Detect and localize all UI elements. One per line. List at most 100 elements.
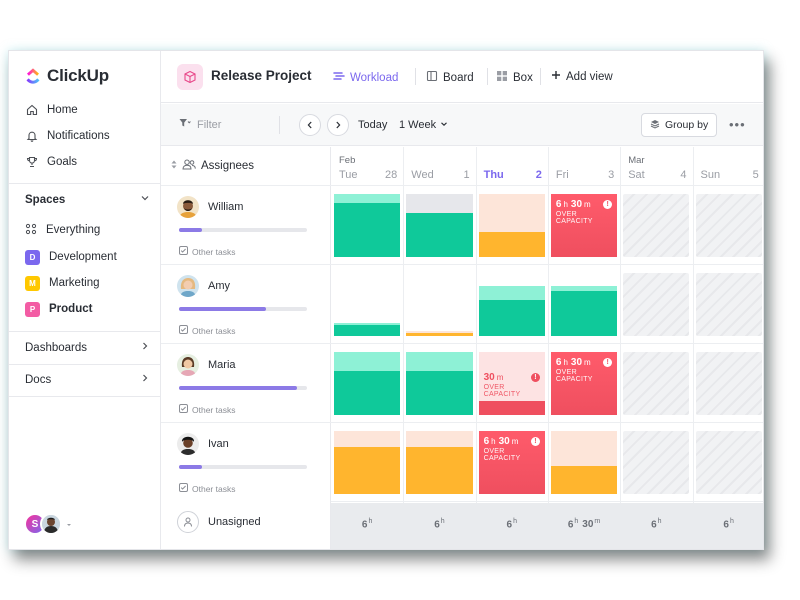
more-options-icon[interactable]: ••• <box>729 117 746 132</box>
other-tasks-link[interactable]: Other tasks <box>179 246 235 257</box>
workload-block[interactable]: 30 m! OVER CAPACITY <box>478 352 545 415</box>
spaces-header[interactable]: Spaces <box>25 193 150 206</box>
nav-notifications[interactable]: Notifications <box>25 127 110 145</box>
weekend-cell <box>695 273 762 336</box>
workload-block[interactable] <box>406 352 473 415</box>
space-marketing[interactable]: M Marketing <box>25 274 100 292</box>
warning-icon: ! <box>603 358 613 367</box>
nav-home-label: Home <box>47 104 78 116</box>
task-list-icon <box>179 325 188 336</box>
space-badge-marketing: M <box>25 275 40 291</box>
assignee-row-ivan[interactable]: Ivan Other tasks <box>161 422 331 501</box>
workload-block[interactable] <box>334 352 401 415</box>
total-unit: h <box>368 518 373 525</box>
clickup-logo[interactable]: ClickUp <box>25 66 109 86</box>
project-title[interactable]: Release Project <box>211 68 312 83</box>
amount-number: 6 <box>483 436 490 447</box>
workload-block[interactable] <box>406 330 473 336</box>
total-unit: m <box>594 518 601 525</box>
day-date: 28 <box>385 169 398 181</box>
assignee-row-william[interactable]: William Other tasks <box>161 185 331 264</box>
workload-fill <box>334 370 401 415</box>
over-capacity-label: 30 m! OVER CAPACITY <box>484 372 540 398</box>
space-everything[interactable]: Everything <box>25 221 100 239</box>
weekend-cell <box>695 194 762 257</box>
tab-board[interactable]: Board <box>426 70 474 85</box>
workload-block[interactable] <box>478 194 545 257</box>
dashboards-item[interactable]: Dashboards <box>25 341 150 354</box>
workload-fill <box>550 465 618 494</box>
docs-item[interactable]: Docs <box>25 373 150 386</box>
space-badge-development: D <box>25 249 40 265</box>
assignee-row-amy[interactable]: Amy Other tasks <box>161 264 331 343</box>
total-number: 6 <box>506 519 513 531</box>
avatar-william <box>177 196 199 218</box>
docs-label: Docs <box>25 373 52 386</box>
workload-block[interactable]: 6 h 30 m! OVER CAPACITY <box>550 352 618 415</box>
add-view-button[interactable]: Add view <box>551 70 613 83</box>
assignee-name: Ivan <box>208 438 229 450</box>
caret-down-icon <box>66 515 72 533</box>
column-divider <box>403 147 405 503</box>
assignees-header[interactable]: Assignees <box>171 159 254 173</box>
workload-fill <box>406 446 473 494</box>
day-total: 6h 30m <box>548 518 620 530</box>
workload-fill <box>406 370 473 415</box>
avatar-maria <box>177 354 199 376</box>
user-menu[interactable]: S <box>24 513 72 535</box>
workload-block[interactable] <box>334 431 401 494</box>
workload-block[interactable]: 6 h 30 m! OVER CAPACITY <box>478 431 545 494</box>
tab-box-label: Box <box>513 71 533 84</box>
teammate-avatar <box>40 513 62 535</box>
chevron-down-icon[interactable] <box>140 193 150 206</box>
workload-block[interactable] <box>550 285 618 336</box>
task-list-icon <box>179 246 188 257</box>
other-tasks-label: Other tasks <box>192 325 236 336</box>
day-header: Thu 2 <box>476 147 548 185</box>
next-week-button[interactable] <box>327 114 349 136</box>
amount-text: 6 h 30 m <box>556 199 591 210</box>
unassigned-row[interactable]: Unasigned <box>177 511 261 533</box>
over-capacity-text: OVER CAPACITY <box>555 211 593 225</box>
total-unit: h <box>574 518 579 525</box>
today-button[interactable]: Today <box>358 119 388 131</box>
nav-goals[interactable]: Goals <box>25 153 77 171</box>
sidebar: ClickUp Home Notifications Goals Spaces <box>9 51 161 549</box>
range-select[interactable]: 1 Week <box>399 119 448 131</box>
workload-block[interactable] <box>334 323 401 336</box>
tab-box[interactable]: Box <box>496 70 533 85</box>
assignee-name: William <box>208 201 244 213</box>
nav-home[interactable]: Home <box>25 101 78 119</box>
workload-block[interactable] <box>406 431 473 494</box>
workload-cap <box>334 323 401 326</box>
space-development[interactable]: D Development <box>25 248 117 266</box>
capacity-bar <box>179 465 307 469</box>
workload-block[interactable]: 6 h 30 m! OVER CAPACITY <box>550 194 618 257</box>
weekend-cell <box>623 352 690 415</box>
layers-icon <box>650 119 660 132</box>
space-product[interactable]: P Product <box>25 300 92 318</box>
workload-block[interactable] <box>478 285 545 336</box>
workload-fill <box>406 212 473 257</box>
chevron-left-icon <box>306 116 314 134</box>
workload-block[interactable] <box>550 431 618 494</box>
workload-fill <box>550 290 618 336</box>
amount-unit: h <box>491 437 496 446</box>
workload-block[interactable] <box>406 194 473 257</box>
total-unit: h <box>729 518 734 525</box>
amount-unit: m <box>511 437 519 446</box>
other-tasks-link[interactable]: Other tasks <box>179 404 235 415</box>
workload-block[interactable] <box>334 194 401 257</box>
group-by-button[interactable]: Group by <box>641 113 718 137</box>
nav-goals-label: Goals <box>47 156 78 168</box>
sidebar-divider <box>9 364 161 365</box>
assignee-row-maria[interactable]: Maria Other tasks <box>161 343 331 422</box>
other-tasks-link[interactable]: Other tasks <box>179 483 235 494</box>
previous-week-button[interactable] <box>299 114 321 136</box>
filter-button[interactable]: Filter <box>179 118 221 131</box>
column-divider <box>692 147 694 503</box>
day-header: Feb Tue 28 <box>331 147 403 185</box>
tab-workload[interactable]: Workload <box>333 70 398 85</box>
other-tasks-link[interactable]: Other tasks <box>179 325 235 336</box>
chevron-right-icon <box>140 341 150 354</box>
